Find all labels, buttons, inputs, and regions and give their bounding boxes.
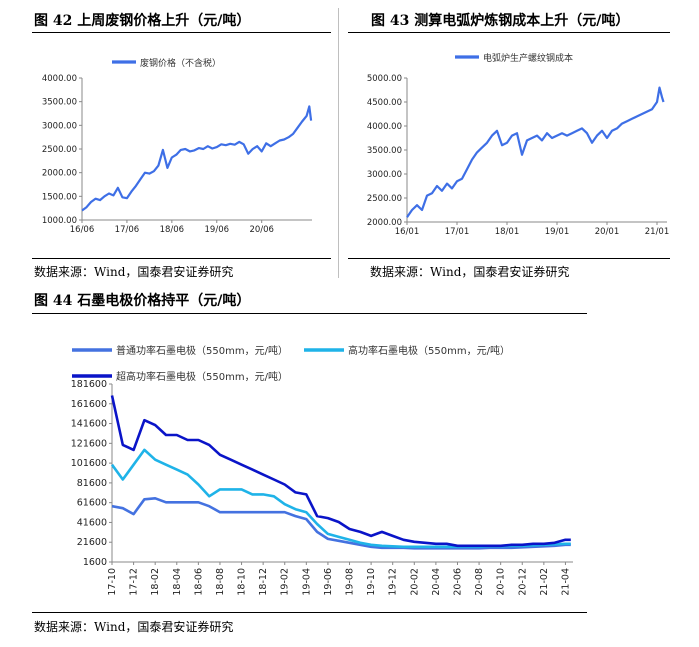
x-tick-label: 17/01 <box>445 227 470 237</box>
x-tick-label: 17-10 <box>107 568 118 596</box>
figure-43-bottom-rule <box>348 258 670 259</box>
y-tick-label: 5000.00 <box>367 74 402 84</box>
y-tick-label: 41600 <box>77 517 107 528</box>
y-tick-label: 181600 <box>71 379 107 390</box>
x-tick-label: 19-06 <box>323 568 334 596</box>
x-tick-label: 16/01 <box>395 227 420 237</box>
x-tick-label: 20-08 <box>474 568 485 596</box>
y-tick-label: 3500.00 <box>42 98 77 108</box>
x-tick-label: 18/06 <box>160 225 185 235</box>
y-tick-label: 121600 <box>71 438 107 449</box>
y-tick-label: 2000.00 <box>367 218 402 228</box>
series-line-1 <box>406 86 665 218</box>
x-tick-label: 19/01 <box>545 227 570 237</box>
figure-42-source: 数据来源：Wind，国泰君安证券研究 <box>34 265 234 279</box>
y-tick-label: 1000.00 <box>42 216 77 226</box>
x-tick-label: 20/06 <box>249 225 274 235</box>
y-tick-label: 2500.00 <box>42 145 77 155</box>
x-tick-label: 21-02 <box>539 568 550 596</box>
y-tick-label: 161600 <box>71 399 107 410</box>
y-tick-label: 4000.00 <box>42 74 77 84</box>
figure-44-title: 图 44 石墨电极价格持平（元/吨） <box>34 293 251 309</box>
x-tick-label: 18/01 <box>495 227 520 237</box>
figure-42-chart: 1000.00 1500.00 2000.00 2500.00 3000.00 3500.… <box>42 57 313 235</box>
x-tick-label: 21-04 <box>560 568 571 596</box>
x-tick-label: 19-12 <box>388 568 399 596</box>
x-tick-label: 18-08 <box>215 568 226 596</box>
legend-label-1: 普通功率石墨电极（550mm，元/吨） <box>116 344 288 357</box>
figure-44-source: 数据来源：Wind，国泰君安证券研究 <box>34 620 234 634</box>
x-tick-label: 18-02 <box>150 568 161 596</box>
y-tick-label: 61600 <box>77 498 107 509</box>
figure-43-chart: 2000.00 2500.00 3000.00 3500.00 4000.00 4500.… <box>367 52 670 237</box>
x-tick-label: 18-06 <box>193 568 204 596</box>
y-tick-label: 3000.00 <box>42 121 77 131</box>
figure-divider <box>338 8 339 278</box>
x-tick-label: 20-10 <box>496 568 507 596</box>
x-tick-label: 20/01 <box>595 227 620 237</box>
x-tick-label: 19-08 <box>345 568 356 596</box>
y-tick-label: 21600 <box>77 537 107 548</box>
figure-43-top-rule <box>348 32 670 33</box>
series-line-1 <box>111 497 571 550</box>
figure-43-title: 图 43 测算电弧炉炼钢成本上升（元/吨） <box>371 13 630 29</box>
y-tick-label: 141600 <box>71 419 107 430</box>
y-tick-label: 1600 <box>83 557 107 568</box>
y-tick-label: 81600 <box>77 478 107 489</box>
y-tick-label: 2500.00 <box>367 194 402 204</box>
legend-label-3: 超高功率石墨电极（550mm，元/吨） <box>116 370 288 383</box>
x-tick-label: 18-10 <box>237 568 248 596</box>
legend-label-1: 废钢价格（不含税） <box>140 57 221 69</box>
x-tick-label: 20-04 <box>431 568 442 596</box>
y-tick-label: 3000.00 <box>367 170 402 180</box>
y-tick-label: 1500.00 <box>42 192 77 202</box>
x-tick-label: 21/01 <box>645 227 670 237</box>
y-tick-label: 2000.00 <box>42 169 77 179</box>
legend-label-1: 电弧炉生产螺纹钢成本 <box>483 52 573 64</box>
y-tick-label: 101600 <box>71 458 107 469</box>
y-tick-label: 4000.00 <box>367 122 402 132</box>
figure-42-title: 图 42 上周废钢价格上升（元/吨） <box>34 13 251 29</box>
figure-44-chart: 1600 21600 41600 61600 81600 101600 121600 1416… <box>71 344 573 596</box>
x-tick-label: 19-02 <box>280 568 291 596</box>
figure-42-top-rule <box>32 32 331 33</box>
figure-44-bottom-rule <box>32 612 587 613</box>
x-tick-label: 20-12 <box>517 568 528 596</box>
x-tick-label: 20-02 <box>409 568 420 596</box>
x-tick-label: 18-12 <box>258 568 269 596</box>
figure-42-bottom-rule <box>32 258 331 259</box>
legend-label-2: 高功率石墨电极（550mm，元/吨） <box>348 344 510 357</box>
x-tick-label: 19-04 <box>301 568 312 596</box>
x-tick-label: 17/06 <box>115 225 140 235</box>
y-tick-label: 4500.00 <box>367 98 402 108</box>
x-tick-label: 20-06 <box>452 568 463 596</box>
x-tick-label: 19/06 <box>205 225 230 235</box>
y-tick-label: 3500.00 <box>367 146 402 156</box>
x-tick-label: 19-10 <box>366 568 377 596</box>
series-line-3 <box>110 395 571 548</box>
figure-43-source: 数据来源：Wind，国泰君安证券研究 <box>370 265 570 279</box>
figure-44-top-rule <box>32 313 587 314</box>
x-tick-label: 16/06 <box>70 225 95 235</box>
x-tick-label: 17-12 <box>129 568 140 596</box>
series-line-1 <box>81 105 313 212</box>
series-line-2 <box>110 448 571 549</box>
x-tick-label: 18-04 <box>172 568 183 596</box>
